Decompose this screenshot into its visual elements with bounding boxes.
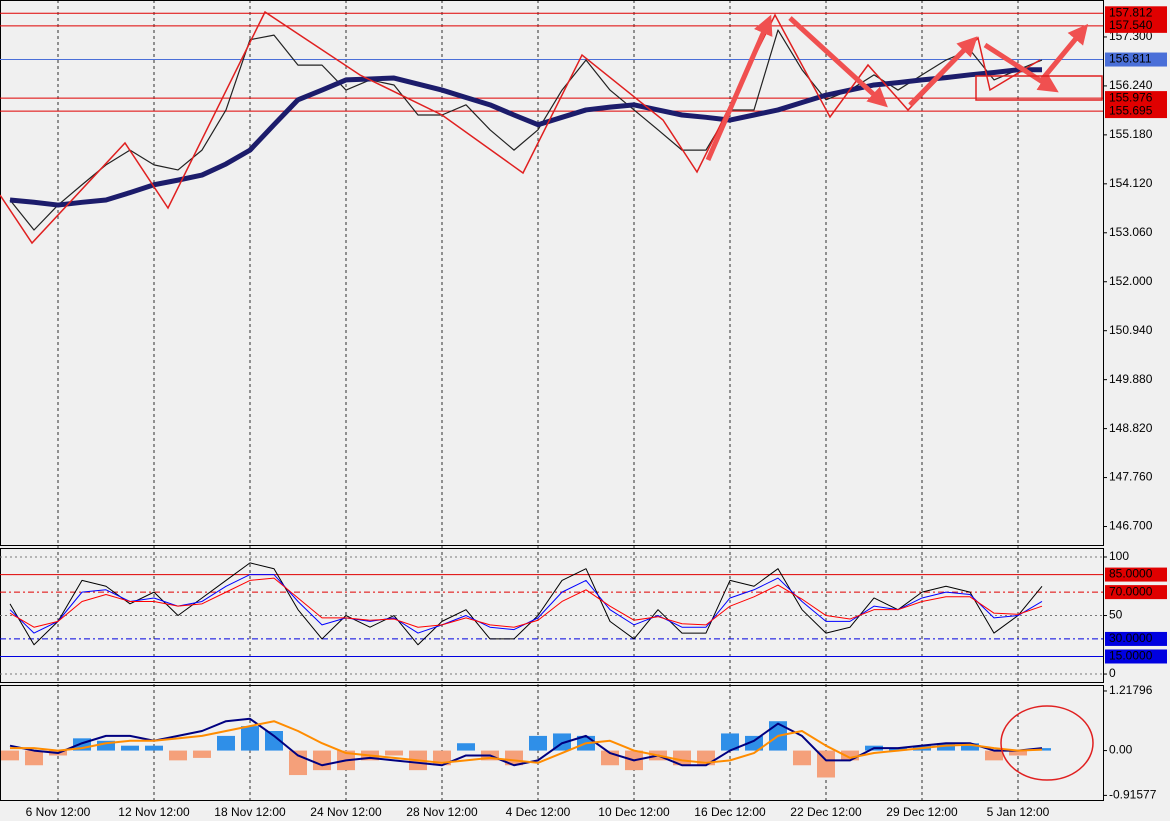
price-tag-label: 30.0000: [1109, 631, 1153, 645]
price-tag-label: 156.811: [1109, 52, 1152, 66]
y-tick-label: 150.940: [1109, 323, 1153, 337]
histogram-bar: [889, 748, 907, 751]
histogram-bar: [457, 743, 475, 751]
histogram-bar: [1009, 750, 1027, 756]
histogram-bar: [97, 740, 115, 751]
price-tag: [1105, 91, 1167, 106]
highlight-circle: [1000, 705, 1094, 781]
x-tick-label: 4 Dec 12:00: [506, 805, 571, 819]
histogram-bar: [745, 735, 763, 751]
price-tag-label: 157.812: [1109, 5, 1153, 19]
y-tick-label: 149.880: [1109, 372, 1153, 386]
y-tick-label: 100: [1109, 549, 1129, 563]
price-tag: [1105, 104, 1167, 119]
price-tag-label: 85.0000: [1109, 567, 1153, 581]
annotations: [0, 10, 1103, 781]
price-tag: [1105, 649, 1167, 664]
x-tick-label: 10 Dec 12:00: [598, 805, 670, 819]
histogram-bar: [721, 733, 739, 751]
x-tick-label: 5 Jan 12:00: [987, 805, 1050, 819]
arrow: [788, 16, 888, 108]
price-panel: [0, 0, 1104, 546]
price-tag: [1105, 18, 1167, 33]
price-tag-label: 157.540: [1109, 18, 1153, 32]
price-tag-label: 70.0000: [1109, 584, 1153, 598]
y-tick-label: 147.760: [1109, 470, 1153, 484]
x-tick-label: 28 Nov 12:00: [406, 805, 478, 819]
x-tick-label: 22 Dec 12:00: [790, 805, 862, 819]
histogram-bar: [817, 750, 835, 778]
series-line: [9, 29, 1043, 231]
series-line: [9, 717, 1043, 767]
price-tag: [1105, 631, 1167, 646]
histogram-bar: [937, 743, 955, 751]
series-line: [10, 720, 1043, 764]
histogram-bar: [793, 750, 811, 766]
y-tick-label: 154.120: [1109, 176, 1153, 190]
y-tick-label: 153.060: [1109, 225, 1153, 239]
histogram-bar: [169, 750, 187, 761]
y-tick-label: 0.00: [1109, 743, 1133, 757]
price-tag-label: 15.0000: [1109, 649, 1153, 663]
histogram-bar: [985, 750, 1003, 761]
arrow: [1038, 23, 1089, 84]
histogram-bar: [145, 745, 163, 751]
y-tick-label: 0: [1109, 666, 1116, 680]
y-tick-label: 152.000: [1109, 274, 1153, 288]
histogram-bar: [385, 750, 403, 756]
y-tick-label: 148.820: [1109, 421, 1153, 435]
histogram-bar: [193, 750, 211, 758]
y-tick-label: 156.240: [1109, 78, 1153, 92]
x-tick-label: 18 Nov 12:00: [214, 805, 286, 819]
histogram-bar: [529, 735, 547, 751]
histogram-bar: [241, 726, 259, 751]
histogram-bar: [217, 735, 235, 751]
x-tick-label: 29 Dec 12:00: [886, 805, 958, 819]
target-box: [975, 75, 1103, 101]
price-tag: [1105, 567, 1167, 582]
histogram-bar: [313, 750, 331, 771]
series-line: [9, 577, 1043, 628]
arrow: [908, 36, 978, 107]
histogram-bar: [25, 750, 43, 766]
histogram-bar: [265, 731, 283, 751]
x-tick-label: 24 Nov 12:00: [310, 805, 382, 819]
price-tag: [1105, 52, 1167, 67]
price-tag: [1105, 585, 1167, 600]
y-tick-label: 146.700: [1109, 519, 1153, 533]
arrow: [705, 14, 773, 161]
price-tag-label: 155.976: [1109, 90, 1153, 104]
y-tick-label: 50: [1109, 608, 1123, 622]
price-tag: [1105, 6, 1167, 21]
histogram-bar: [121, 745, 139, 751]
histogram-bar: [961, 743, 979, 751]
y-tick-label: -0.91577: [1109, 788, 1157, 802]
price-tag-label: 155.695: [1109, 103, 1153, 117]
x-tick-label: 16 Dec 12:00: [694, 805, 766, 819]
x-tick-label: 12 Nov 12:00: [118, 805, 190, 819]
histogram-bar: [1033, 748, 1051, 751]
x-tick-label: 6 Nov 12:00: [26, 805, 91, 819]
y-tick-label: 1.21796: [1109, 683, 1153, 697]
macd-panel: [0, 685, 1104, 801]
histogram-bar: [841, 750, 859, 761]
histogram-bar: [1, 750, 19, 761]
y-tick-label: 155.180: [1109, 127, 1153, 141]
series-line: [9, 562, 1043, 646]
